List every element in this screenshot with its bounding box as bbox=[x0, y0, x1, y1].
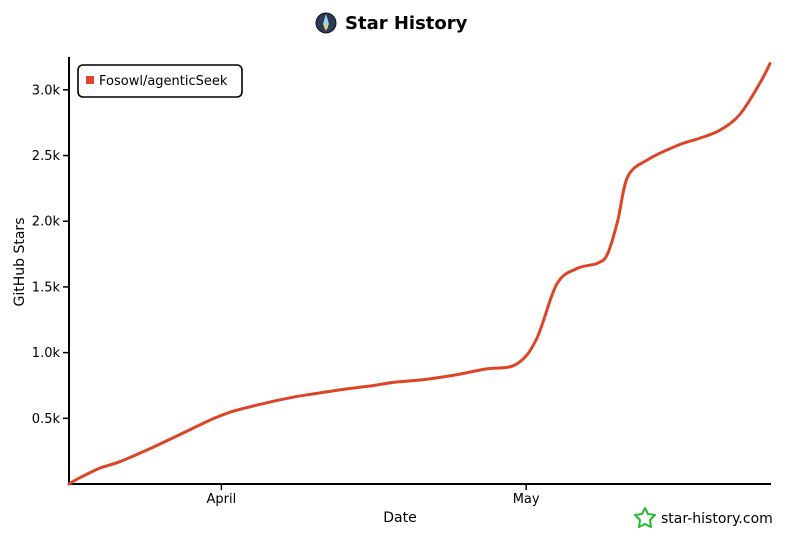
y-tick-label: 2.5k bbox=[32, 149, 61, 164]
y-tick-label: 2.0k bbox=[32, 215, 61, 230]
y-tick-label: 3.0k bbox=[32, 83, 61, 98]
legend-label: Fosowl/agenticSeek bbox=[99, 74, 228, 89]
star-outline-icon bbox=[634, 507, 656, 528]
series-line bbox=[67, 62, 772, 486]
series-layer bbox=[67, 62, 772, 486]
y-tick-label: 1.5k bbox=[32, 280, 61, 295]
watermark[interactable]: star-history.com bbox=[634, 507, 773, 528]
legend-swatch bbox=[86, 76, 94, 84]
y-axis-label: GitHub Stars bbox=[12, 218, 28, 307]
y-ticks: 0.5k 1.0k 1.5k 2.0k 2.5k 3.0k bbox=[32, 83, 69, 427]
chart-title-group: Star History bbox=[315, 12, 468, 34]
y-tick-label: 1.0k bbox=[32, 346, 61, 361]
y-tick-label: 0.5k bbox=[32, 412, 61, 427]
legend-box bbox=[77, 64, 243, 98]
star-history-logo-icon bbox=[315, 12, 337, 34]
watermark-text[interactable]: star-history.com bbox=[661, 511, 773, 527]
x-axis-label: Date bbox=[383, 510, 416, 526]
legend: Fosowl/agenticSeek bbox=[77, 64, 243, 98]
x-tick-label: April bbox=[207, 492, 237, 507]
x-tick-label: May bbox=[513, 492, 540, 507]
chart-title: Star History bbox=[345, 13, 468, 34]
x-ticks: April May bbox=[207, 484, 540, 507]
